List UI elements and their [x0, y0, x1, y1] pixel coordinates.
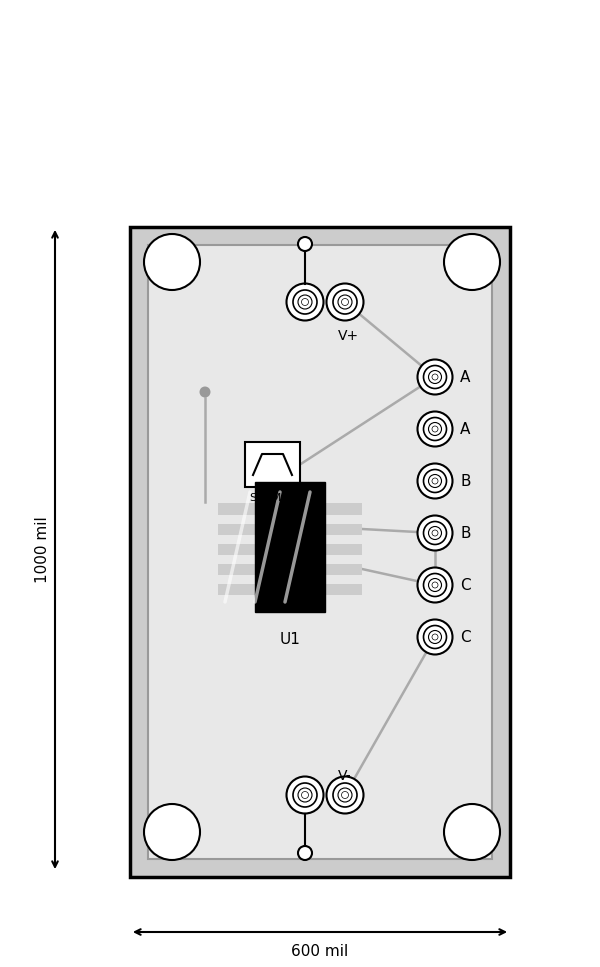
Text: B: B — [460, 525, 470, 541]
Circle shape — [424, 521, 446, 544]
Circle shape — [424, 573, 446, 597]
Bar — [148, 245, 492, 859]
Bar — [245, 442, 300, 487]
Circle shape — [424, 626, 446, 649]
Text: A: A — [460, 422, 470, 436]
Circle shape — [144, 804, 200, 860]
Circle shape — [287, 283, 323, 320]
Circle shape — [428, 578, 442, 592]
Circle shape — [144, 234, 200, 290]
Bar — [255, 482, 325, 612]
Text: A: A — [460, 369, 470, 385]
Circle shape — [293, 290, 317, 314]
Circle shape — [341, 792, 349, 799]
Text: 1000 mil: 1000 mil — [35, 516, 50, 583]
Bar — [218, 583, 255, 595]
Circle shape — [424, 366, 446, 389]
Bar — [218, 504, 255, 514]
Circle shape — [199, 387, 211, 397]
Circle shape — [424, 470, 446, 492]
Bar — [218, 523, 255, 535]
Circle shape — [428, 526, 442, 540]
Bar — [218, 564, 255, 574]
Circle shape — [326, 283, 364, 320]
Circle shape — [298, 788, 312, 802]
Circle shape — [298, 295, 312, 309]
Circle shape — [326, 777, 364, 813]
Text: 600 mil: 600 mil — [292, 944, 349, 959]
Circle shape — [428, 630, 442, 643]
Bar — [130, 227, 510, 877]
Circle shape — [432, 426, 438, 432]
Bar — [325, 523, 362, 535]
Circle shape — [333, 290, 357, 314]
Text: C: C — [460, 577, 470, 593]
Circle shape — [428, 475, 442, 487]
Circle shape — [424, 418, 446, 441]
Circle shape — [428, 370, 442, 384]
Circle shape — [444, 804, 500, 860]
Circle shape — [432, 530, 438, 536]
Bar — [325, 504, 362, 514]
Circle shape — [333, 783, 357, 807]
Bar — [325, 564, 362, 574]
Circle shape — [341, 299, 349, 306]
Circle shape — [418, 568, 452, 602]
Text: V-: V- — [338, 769, 352, 783]
Circle shape — [418, 620, 452, 655]
Text: U1: U1 — [280, 632, 301, 647]
Text: C: C — [460, 630, 470, 644]
Circle shape — [432, 478, 438, 484]
Text: V+: V+ — [338, 329, 359, 343]
Circle shape — [338, 295, 352, 309]
Bar — [325, 583, 362, 595]
Circle shape — [428, 423, 442, 435]
Circle shape — [418, 463, 452, 499]
Text: B: B — [460, 474, 470, 488]
Circle shape — [432, 374, 438, 380]
Circle shape — [418, 515, 452, 550]
Bar — [325, 543, 362, 554]
Circle shape — [302, 792, 308, 799]
Circle shape — [444, 234, 500, 290]
Circle shape — [338, 788, 352, 802]
Circle shape — [418, 412, 452, 447]
Circle shape — [302, 299, 308, 306]
Circle shape — [293, 783, 317, 807]
Text: SABMB2: SABMB2 — [249, 493, 296, 503]
Circle shape — [298, 237, 312, 251]
Circle shape — [418, 360, 452, 395]
Circle shape — [432, 634, 438, 640]
Bar — [218, 543, 255, 554]
Circle shape — [432, 582, 438, 588]
Circle shape — [298, 846, 312, 860]
Circle shape — [287, 777, 323, 813]
